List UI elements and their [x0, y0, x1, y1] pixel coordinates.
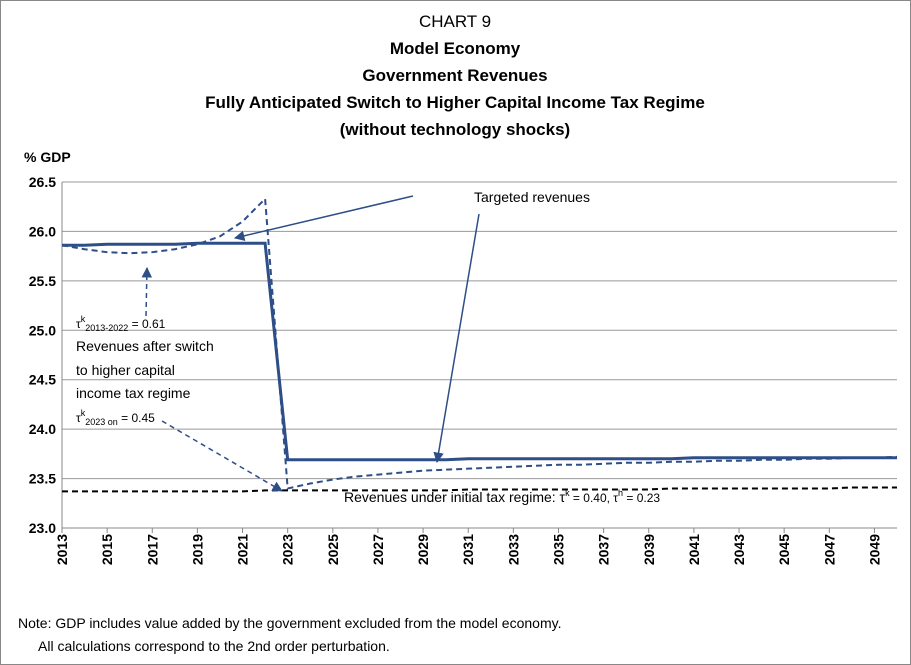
x-tick-label: 2013: [54, 534, 70, 565]
x-tick-label: 2025: [325, 534, 341, 565]
x-tick-label: 2041: [686, 534, 702, 565]
y-tick-label: 26.0: [29, 223, 56, 239]
chart-title: CHART 9: [419, 12, 491, 31]
x-tick-label: 2023: [280, 534, 296, 565]
annotation: to higher capital: [76, 362, 175, 378]
x-tick-label: 2049: [866, 534, 882, 565]
y-tick-label: 23.0: [29, 520, 56, 536]
chart-title: Model Economy: [390, 39, 521, 58]
x-tick-label: 2019: [189, 534, 205, 565]
y-tick-label: 24.0: [29, 421, 56, 437]
note: Note: GDP includes value added by the go…: [18, 615, 561, 631]
x-tick-label: 2031: [460, 534, 476, 565]
y-tick-label: 26.5: [29, 174, 56, 190]
annotation: income tax regime: [76, 385, 191, 401]
arrow: [433, 213, 480, 464]
title-block: CHART 9 Model Economy Government Revenue…: [205, 12, 705, 139]
x-tick-label: 2027: [370, 534, 386, 565]
series-line: [62, 486, 897, 493]
y-tick-label: 24.5: [29, 372, 56, 388]
y-tick-label: 25.0: [29, 322, 56, 338]
note: All calculations correspond to the 2nd o…: [38, 638, 390, 654]
chart-title: Fully Anticipated Switch to Higher Capit…: [205, 93, 705, 112]
x-tick-label: 2021: [235, 534, 251, 565]
y-tick-label: 25.5: [29, 273, 56, 289]
annotation: τk2023 on = 0.45: [76, 408, 155, 427]
x-tick-label: 2035: [550, 534, 566, 565]
x-tick-label: 2043: [731, 534, 747, 565]
y-axis-label: % GDP: [24, 149, 71, 165]
x-tick-label: 2045: [776, 534, 792, 565]
arrow: [233, 195, 414, 241]
arrow: [141, 266, 153, 317]
x-tick-label: 2029: [415, 534, 431, 565]
x-tick-label: 2015: [99, 534, 115, 565]
x-tick-label: 2039: [641, 534, 657, 565]
annotation: Revenues under initial tax regime: τk = …: [344, 488, 660, 505]
chart-title: (without technology shocks): [340, 120, 570, 139]
x-tick-label: 2037: [596, 534, 612, 565]
x-tick-label: 2047: [821, 534, 837, 565]
y-tick-label: 23.5: [29, 471, 56, 487]
chart-title: Government Revenues: [362, 66, 547, 85]
x-tick-label: 2033: [505, 534, 521, 565]
x-tick-label: 2017: [144, 534, 160, 565]
series-line: [61, 196, 898, 490]
annotation: τk2013-2022 = 0.61: [76, 314, 166, 333]
annotation: Revenues after switch: [76, 338, 214, 354]
annotation: Targeted revenues: [474, 189, 590, 205]
